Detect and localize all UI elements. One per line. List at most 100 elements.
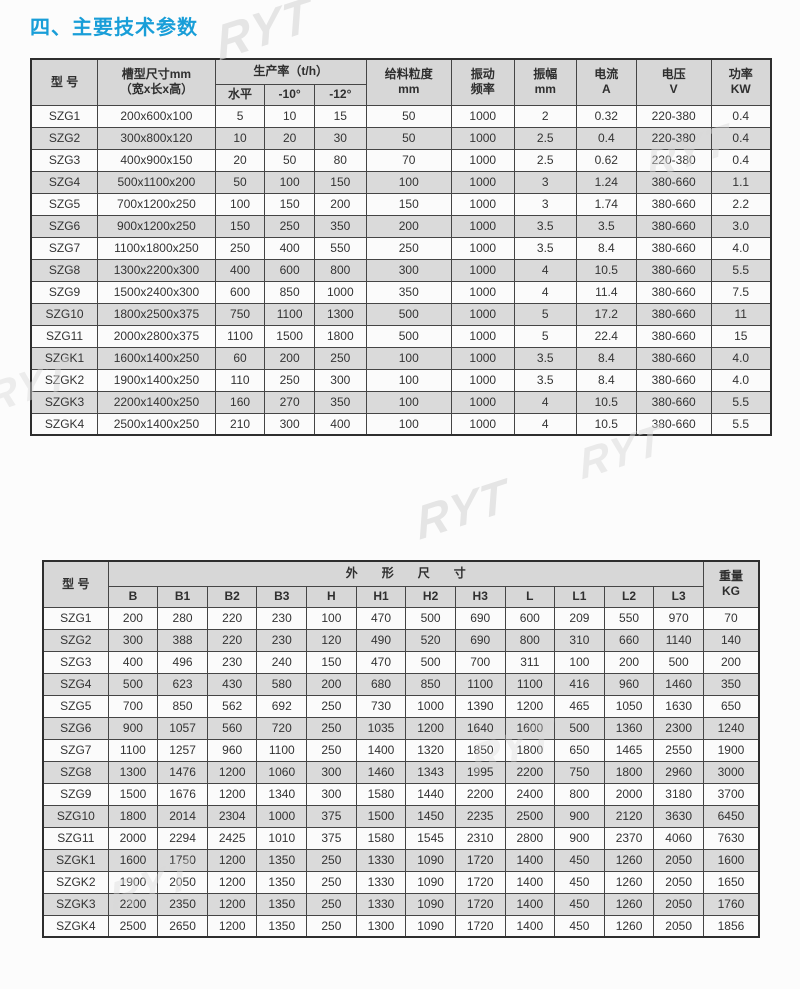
value-cell: 720 — [256, 716, 308, 740]
value-cell: 1600 — [107, 848, 159, 872]
value-cell: 50 — [214, 170, 266, 194]
value-cell: 150 — [313, 170, 367, 194]
value-cell: 500 — [107, 672, 159, 696]
value-cell: 20 — [214, 148, 266, 172]
table-row: SZG10 1800x2500x375 750 1100 1300 500 1000 5 17.… — [30, 302, 772, 326]
value-cell: 450 — [554, 870, 605, 894]
value-cell: 1000 — [450, 104, 515, 128]
value-cell: 150 — [214, 214, 266, 238]
value-cell: 100 — [214, 192, 266, 216]
value-cell: 2500x1400x250 — [97, 412, 216, 436]
value-cell: 1350 — [256, 914, 308, 938]
value-cell: 1000 — [450, 302, 515, 326]
table-row: SZGK4 2500 2650 1200 1350 250 1300 1090 1720 1400… — [42, 914, 760, 938]
dim-col-header: L2 — [603, 585, 655, 608]
value-cell: 0.62 — [575, 148, 637, 172]
value-cell: 1300x2200x300 — [97, 258, 216, 282]
value-cell: 3630 — [653, 804, 704, 828]
model-cell: SZGK4 — [42, 914, 109, 938]
table-row: SZG5 700x1200x250 100 150 200 150 1000 3 1.74 380… — [30, 192, 772, 216]
value-cell: 1200 — [206, 870, 258, 894]
value-cell: 200x600x100 — [97, 104, 216, 128]
value-cell: 1330 — [355, 892, 407, 916]
model-cell: SZG10 — [30, 302, 99, 326]
value-cell: 350 — [365, 280, 452, 304]
value-cell: 380-660 — [635, 236, 712, 260]
value-cell: 5 — [513, 324, 577, 348]
value-cell: 250 — [306, 870, 357, 894]
value-cell: 1100 — [504, 672, 556, 696]
model-cell: SZGK4 — [30, 412, 99, 436]
value-cell: 2500 — [107, 914, 159, 938]
value-cell: 400x900x150 — [97, 148, 216, 172]
th-power-line1: 功率 — [728, 67, 753, 82]
value-cell: 270 — [264, 390, 315, 414]
value-cell: 209 — [554, 606, 605, 630]
table-row: SZG3 400x900x150 20 50 80 70 1000 2.5 0.62 220-38… — [30, 148, 772, 172]
value-cell: 1200 — [405, 716, 456, 740]
value-cell: 220 — [206, 606, 258, 630]
value-cell: 2000 — [603, 782, 655, 806]
th-voltage-line2: V — [669, 82, 678, 97]
value-cell: 3.5 — [513, 368, 577, 392]
value-cell: 250 — [306, 716, 357, 740]
value-cell: 750 — [554, 760, 605, 784]
table-row: SZGK3 2200x1400x250 160 270 350 100 1000 4 10.5 3… — [30, 390, 772, 414]
table-row: SZG9 1500x2400x300 600 850 1000 350 1000 4 11.4 3… — [30, 280, 772, 304]
value-cell: 730 — [355, 694, 407, 718]
model-cell: SZG11 — [42, 826, 109, 850]
value-cell: 1200 — [206, 892, 258, 916]
dim-col-header: B — [107, 585, 159, 608]
th-voltage-line1: 电压 — [661, 67, 686, 82]
value-cell: 1900x1400x250 — [97, 368, 216, 392]
value-cell: 3000 — [702, 760, 760, 784]
value-cell: 10.5 — [575, 390, 637, 414]
value-cell: 250 — [306, 914, 357, 938]
value-cell: 3 — [513, 170, 577, 194]
value-cell: 5.5 — [710, 258, 772, 282]
value-cell: 280 — [157, 606, 208, 630]
value-cell: 416 — [554, 672, 605, 696]
value-cell: 80 — [313, 148, 367, 172]
value-cell: 1000 — [450, 346, 515, 370]
th-feed-size: 给料粒度 mm — [365, 58, 452, 106]
th-outline-dimensions: 外 形 尺 寸 — [107, 560, 704, 587]
value-cell: 400 — [107, 650, 159, 674]
value-cell: 1900 — [702, 738, 760, 762]
value-cell: 5.5 — [710, 412, 772, 436]
value-cell: 1800 — [603, 760, 655, 784]
value-cell: 2235 — [454, 804, 506, 828]
table-row: SZG10 1800 2014 2304 1000 375 1500 1450 2235 2500… — [42, 804, 760, 828]
value-cell: 5 — [214, 104, 266, 128]
value-cell: 1500 — [107, 782, 159, 806]
value-cell: 1600 — [504, 716, 556, 740]
value-cell: 380-660 — [635, 280, 712, 304]
value-cell: 50 — [365, 126, 452, 150]
value-cell: 1600 — [702, 848, 760, 872]
value-cell: 1.1 — [710, 170, 772, 194]
th-weight: 重量 KG — [702, 560, 760, 608]
value-cell: 350 — [313, 214, 367, 238]
value-cell: 1000 — [450, 412, 515, 436]
value-cell: 200 — [603, 650, 655, 674]
value-cell: 1360 — [603, 716, 655, 740]
value-cell: 1330 — [355, 870, 407, 894]
value-cell: 4 — [513, 390, 577, 414]
value-cell: 1350 — [256, 870, 308, 894]
value-cell: 1300 — [107, 760, 159, 784]
watermark-logo: RYT — [414, 468, 510, 550]
value-cell: 17.2 — [575, 302, 637, 326]
value-cell: 2300 — [653, 716, 704, 740]
value-cell: 210 — [214, 412, 266, 436]
value-cell: 2370 — [603, 826, 655, 850]
value-cell: 100 — [365, 412, 452, 436]
model-cell: SZGK3 — [30, 390, 99, 414]
th-model: 型 号 — [30, 58, 99, 106]
value-cell: 1260 — [603, 848, 655, 872]
value-cell: 700x1200x250 — [97, 192, 216, 216]
value-cell: 300 — [306, 760, 357, 784]
value-cell: 1.74 — [575, 192, 637, 216]
value-cell: 100 — [554, 650, 605, 674]
value-cell: 600 — [214, 280, 266, 304]
value-cell: 1720 — [454, 914, 506, 938]
